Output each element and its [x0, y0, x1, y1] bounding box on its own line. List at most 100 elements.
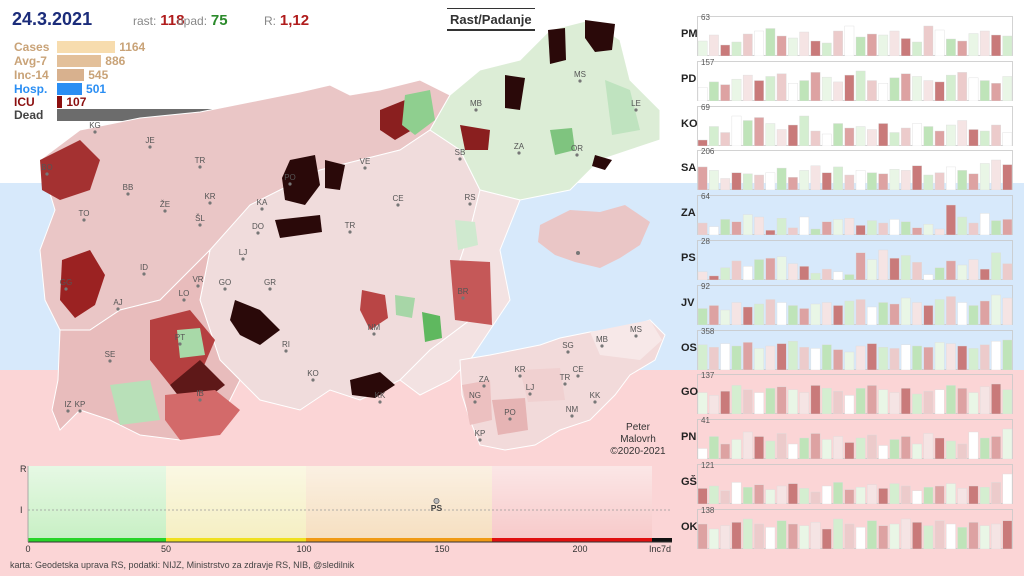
sparkline-bar [765, 28, 776, 56]
region-panel-ps: 28 PS [681, 237, 1015, 280]
region-label: LJ [526, 383, 534, 392]
sparkline-bar [923, 175, 934, 191]
sparkline-bar [765, 76, 776, 101]
sparkline-bar [765, 440, 776, 460]
sparkline-bar [844, 523, 855, 549]
municipality-label: GG [60, 278, 72, 287]
sparkline-bar [810, 347, 821, 370]
municipality-label: OR [571, 144, 583, 153]
sparkline-bar [821, 133, 832, 146]
sparkline-bar [788, 124, 798, 146]
sparkline-bar [878, 82, 889, 101]
region-marker [478, 438, 482, 442]
region-sparkline [697, 329, 1013, 370]
sparkline-bar [900, 485, 911, 504]
y-label-i: I [20, 505, 23, 515]
region-max-value: 358 [701, 326, 715, 336]
municipality-black [282, 155, 320, 205]
municipality-marker [578, 79, 582, 83]
sparkline-bar [912, 262, 922, 280]
sparkline-bar [833, 30, 843, 56]
sparkline-bar [946, 342, 956, 370]
growth-value: 118 [160, 12, 185, 29]
legend-name: Avg-7 [14, 54, 47, 68]
sparkline-bar [1002, 389, 1013, 415]
region-label: KK [590, 391, 601, 400]
region-panel-pd: 157 PD [681, 58, 1015, 101]
sparkline-bar [697, 523, 708, 549]
sparkline-bar [900, 255, 911, 280]
sparkline-bar [697, 40, 708, 56]
sparkline-frame [697, 195, 1013, 236]
sparkline-bar [1002, 219, 1013, 236]
region-panel-sa: 206 SA [681, 147, 1015, 191]
sparkline-bar [788, 483, 798, 504]
sparkline-bar [742, 487, 753, 504]
sparkline-bar [731, 172, 742, 191]
x-tick-label: 0 [25, 544, 30, 554]
region-max-value: 69 [701, 102, 710, 112]
sparkline-bar [867, 342, 877, 370]
sparkline-bar [821, 221, 832, 236]
x-tick-label: Inc7d [649, 544, 671, 554]
sparkline-bar [867, 220, 877, 236]
r-value: 1,12 [279, 12, 310, 29]
municipality-label: ŠL [195, 214, 205, 223]
sparkline-bar [889, 30, 900, 56]
sparkline-bar [912, 41, 922, 56]
sparkline-bar [720, 342, 731, 370]
sparkline-bar [979, 163, 990, 191]
sparkline-bar [799, 216, 810, 236]
sparkline-bar [833, 271, 843, 280]
municipality-label: ID [140, 263, 148, 272]
sparkline-bar [912, 490, 922, 504]
sparkline-bar [957, 443, 968, 460]
sparkline-bar [855, 70, 866, 101]
sparkline-bar [754, 347, 764, 370]
sparkline-bar [731, 41, 742, 56]
sparkline-bar [991, 294, 1001, 325]
sparkline-bar [968, 485, 979, 504]
sparkline-bar [979, 130, 990, 146]
sparkline-bar [979, 487, 990, 504]
sparkline-bar [957, 71, 968, 101]
municipality-dark-red [460, 125, 490, 150]
sparkline-bar [776, 73, 787, 101]
region-sparkline [697, 240, 1013, 280]
sparkline-bar [946, 385, 956, 415]
decline-label: upad: [177, 14, 208, 28]
inset-map-blue [538, 205, 650, 268]
municipality-marker [78, 409, 82, 413]
region-sparkline [697, 105, 1013, 146]
author-line-1: Peter [626, 422, 650, 433]
municipality-label: TR [195, 156, 206, 165]
municipality-marker [182, 298, 186, 302]
sparkline-bar [720, 219, 731, 236]
sparkline-bar [878, 222, 889, 236]
region-panel-ko: 69 KO [681, 102, 1015, 146]
sparkline-bar [889, 257, 900, 280]
sparkline-bar [867, 306, 877, 325]
sparkline-bar [765, 388, 776, 415]
sparkline-bar [968, 33, 979, 56]
municipality-black [350, 372, 395, 398]
municipality-marker [256, 231, 260, 235]
sparkline-bar [923, 25, 934, 56]
sparkline-bar [912, 394, 922, 415]
sparkline-bar [878, 122, 889, 146]
municipality-label: CE [392, 194, 403, 203]
sparkline-bar [799, 346, 810, 370]
sparkline-bar [731, 78, 742, 101]
y-label-r: R [20, 464, 27, 474]
sparkline-bar [855, 388, 866, 415]
sparkline-bar [991, 252, 1001, 280]
sparkline-bar [754, 259, 764, 280]
region-panel-gš: 121 GŠ [681, 461, 1015, 504]
sparkline-bar [957, 302, 968, 325]
municipality-label: MB [470, 99, 482, 108]
municipality-marker [126, 192, 130, 196]
sparkline-bar [720, 490, 731, 504]
sparkline-bar [720, 267, 731, 280]
sparkline-bar [754, 484, 764, 504]
municipality-red [450, 260, 492, 325]
